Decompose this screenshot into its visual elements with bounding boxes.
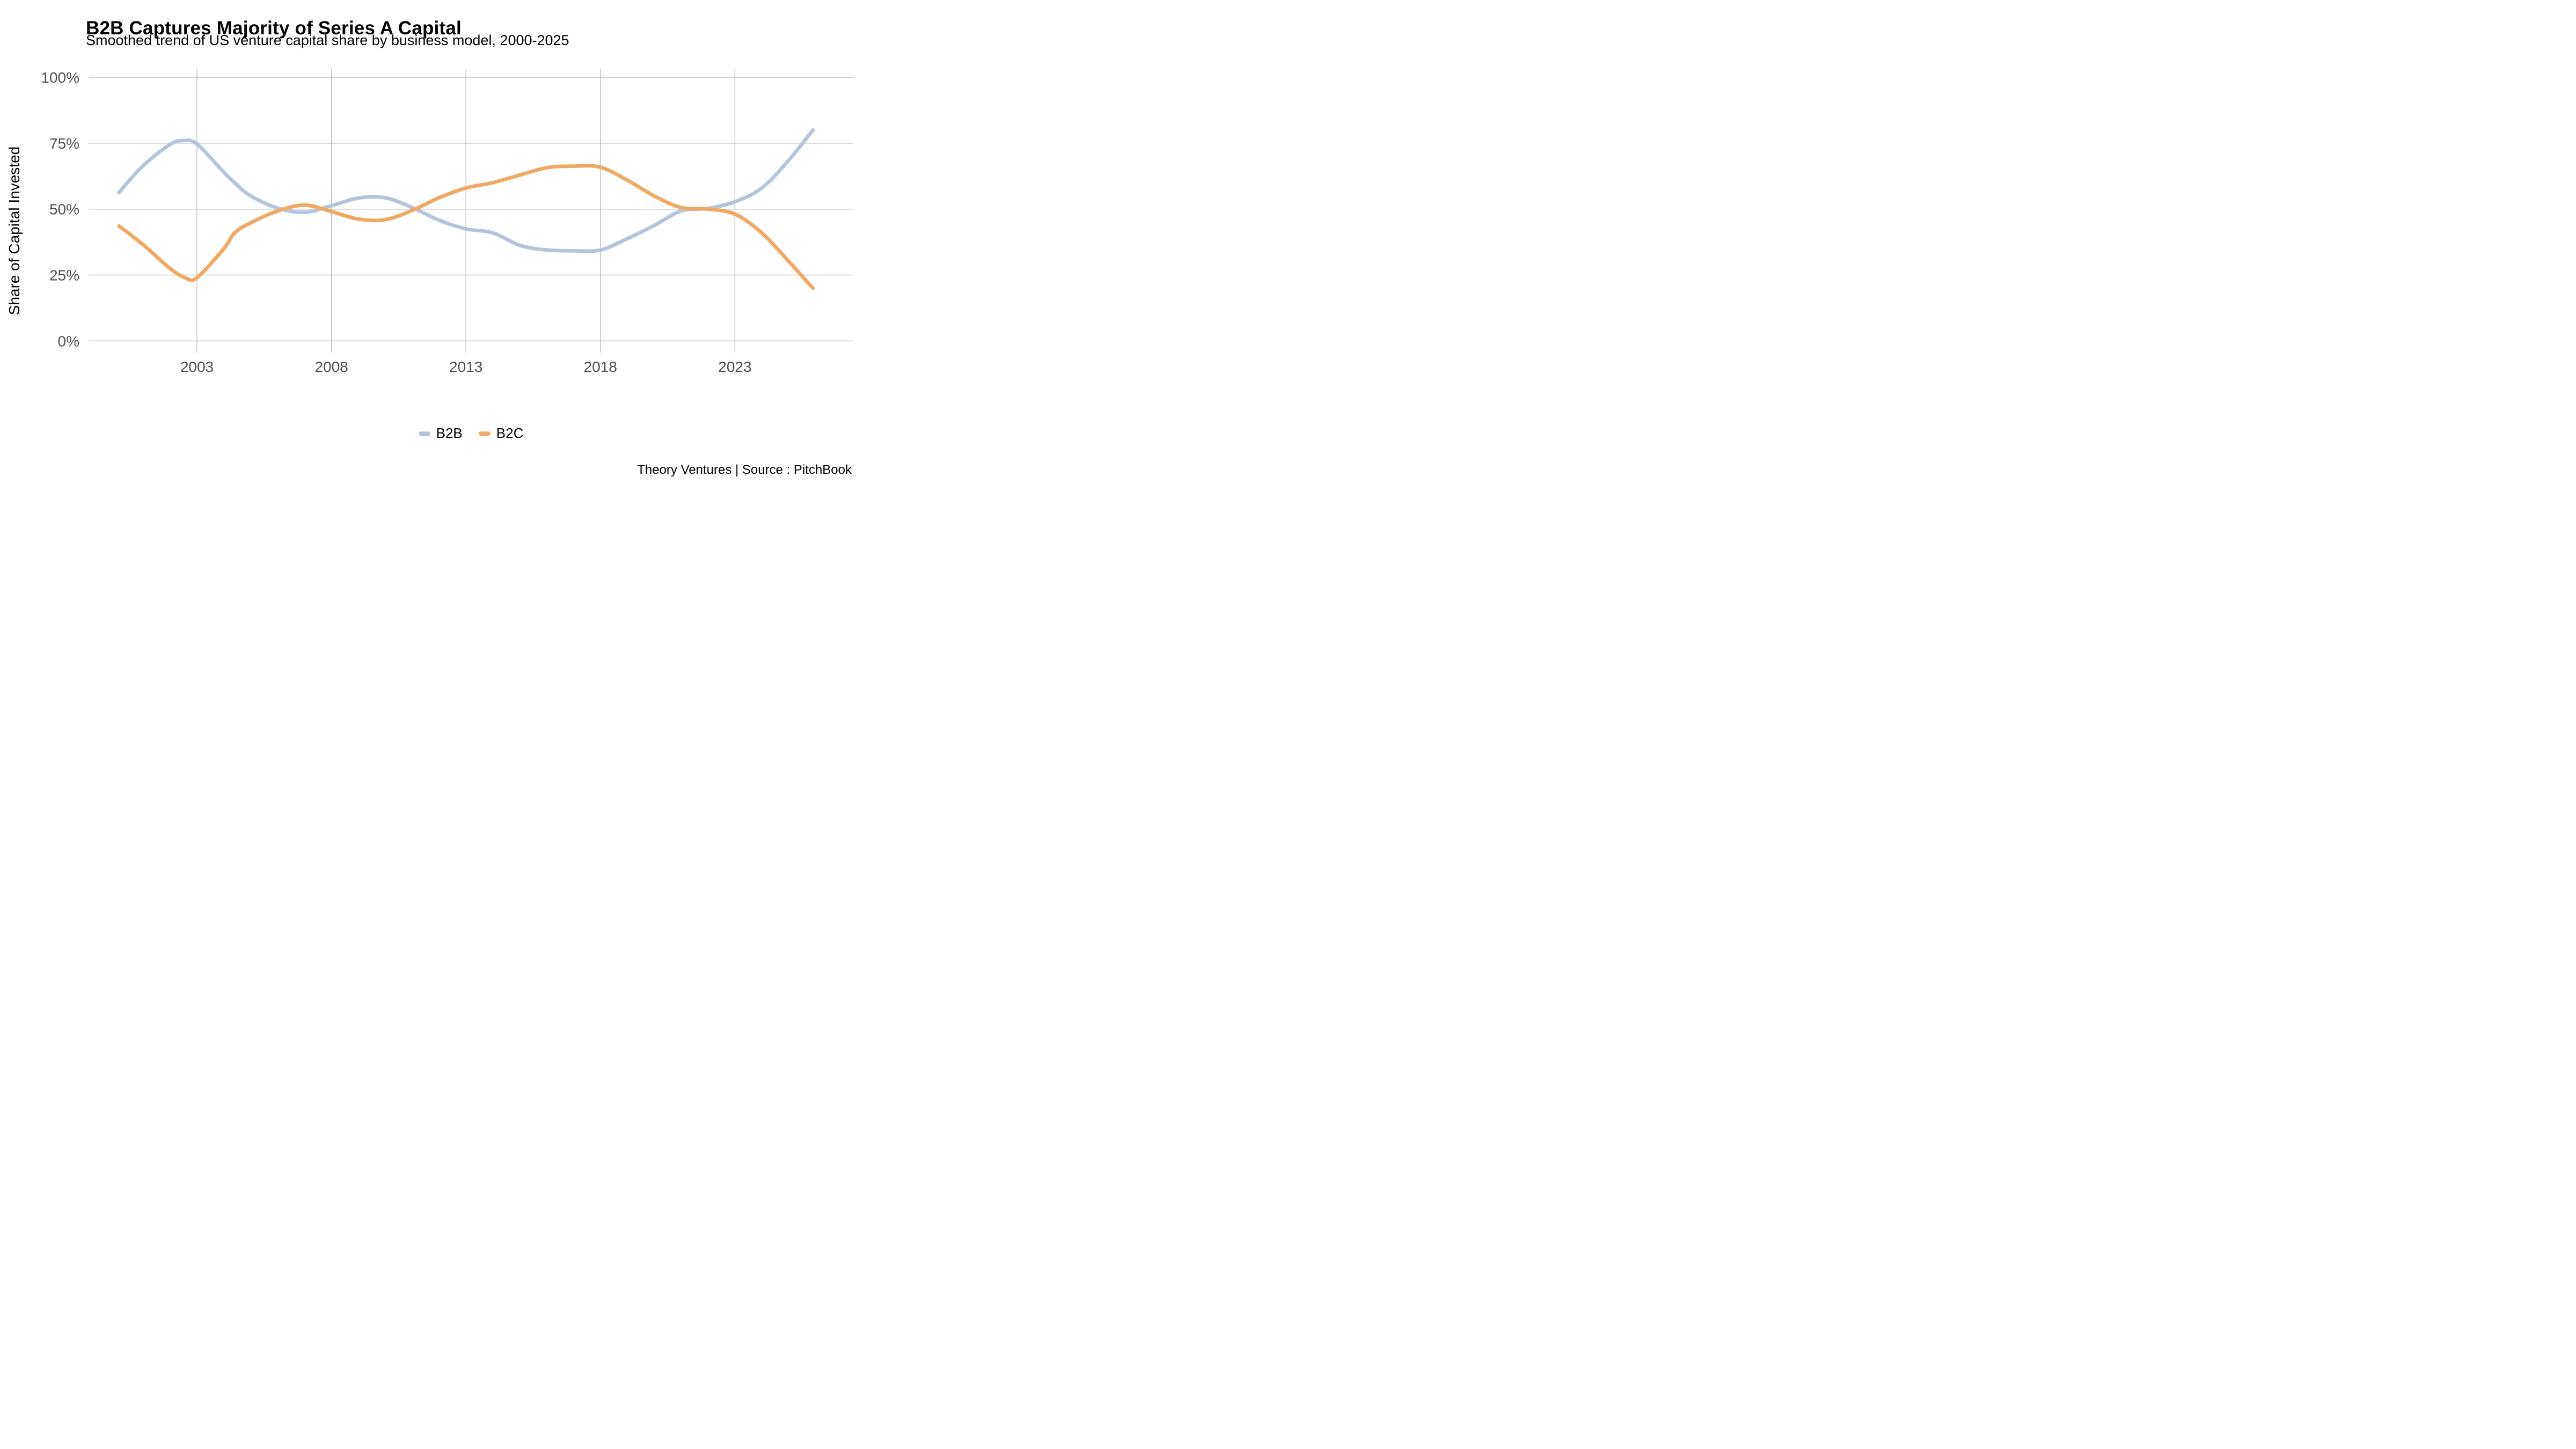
x-tick-label-2008: 2008 (314, 358, 348, 375)
page-title: B2B Captures Majority of Series A Capita… (86, 18, 462, 39)
legend-item-b2c: B2C (478, 425, 524, 442)
y-tick-label-0: 0% (58, 333, 79, 349)
y-tick-label-50: 50% (49, 201, 79, 218)
legend: B2B B2C (89, 425, 853, 442)
x-tick-label-2013: 2013 (449, 358, 482, 375)
legend-item-b2b: B2B (418, 425, 463, 442)
chart-canvas: 0% 25% 50% 75% 100% 2003 2008 2013 2018 2023 (41, 69, 853, 375)
chart-subtitle: Smoothed trend of US venture capital sha… (86, 32, 569, 48)
y-tick-label-75: 75% (49, 135, 79, 152)
attribution-source-text: Theory Ventures | Source : PitchBook (637, 463, 852, 477)
series-line-b2c (117, 164, 815, 290)
y-tick-label-100: 100% (41, 69, 79, 86)
x-tick-label-2018: 2018 (584, 358, 617, 375)
b2c-line-swatch-icon (478, 431, 491, 436)
x-tick-label-2023: 2023 (718, 358, 751, 375)
x-tick-label-2003: 2003 (180, 358, 214, 375)
legend-label-b2c: B2C (496, 425, 524, 441)
legend-label-b2b: B2B (436, 425, 463, 441)
y-tick-label-25: 25% (49, 267, 79, 283)
b2b-line-swatch-icon (418, 431, 430, 436)
